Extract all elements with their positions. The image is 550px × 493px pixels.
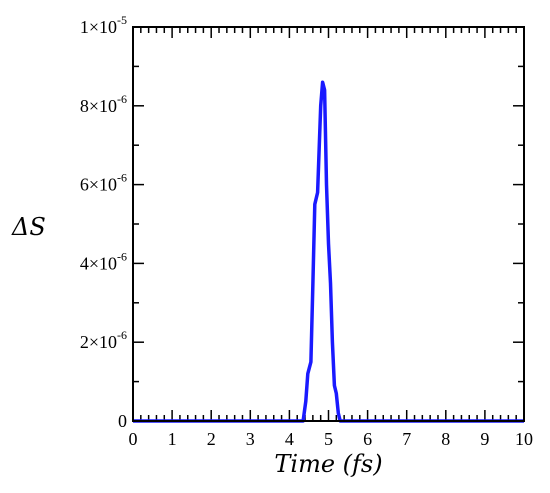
x-axis-label: Time (fs) [274, 450, 382, 478]
y-tick-label: 1×10-5 [80, 13, 127, 37]
x-tick-label: 8 [441, 429, 450, 449]
y-tick-label: 4×10-6 [80, 249, 127, 273]
y-tick-label: 6×10-6 [80, 171, 127, 195]
x-tick-label: 6 [363, 429, 372, 449]
x-tick-label: 2 [207, 429, 216, 449]
y-tick-label: 2×10-6 [80, 328, 127, 352]
x-tick-label: 10 [515, 429, 533, 449]
tick-labels-layer: 0 1 2 3 4 5 6 7 8 9 10 0 2×10-6 4×10-6 6×10-6 8×10-6 1×1… [80, 13, 533, 449]
plot-frame [132, 26, 525, 422]
x-tick-label: 4 [285, 429, 294, 449]
y-tick-label: 0 [118, 411, 127, 431]
x-tick-label: 3 [246, 429, 255, 449]
y-axis-label: ΔS [11, 213, 46, 241]
y-tick-label: 8×10-6 [80, 92, 127, 116]
x-tick-label: 9 [480, 429, 489, 449]
x-tick-label: 1 [168, 429, 177, 449]
x-tick-label: 5 [324, 429, 333, 449]
series-line [133, 80, 524, 423]
x-tick-label: 0 [129, 429, 138, 449]
x-tick-label: 7 [402, 429, 411, 449]
